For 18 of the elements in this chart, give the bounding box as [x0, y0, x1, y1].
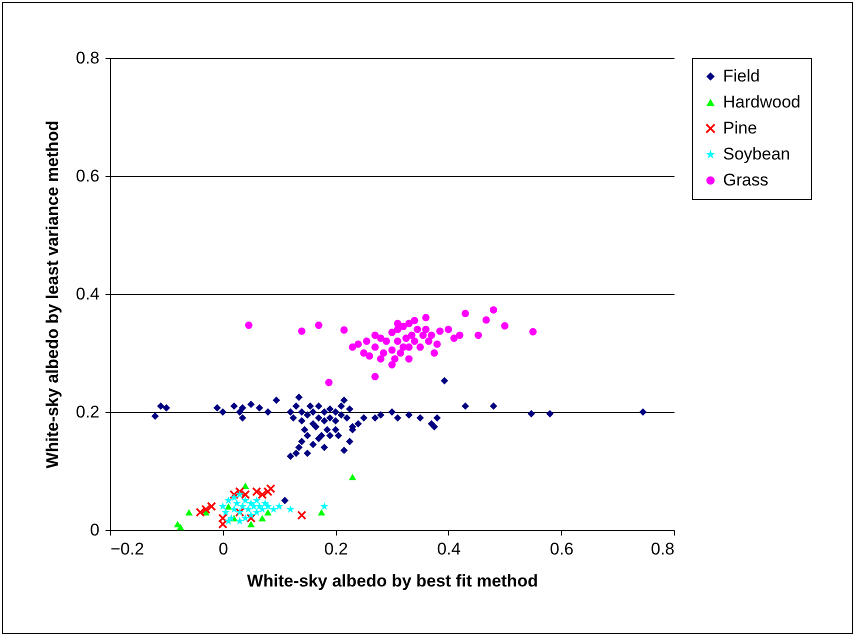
y-tick-label: 0.4: [76, 284, 100, 304]
legend-label: Field: [723, 66, 760, 86]
y-tick-label: 0.6: [76, 166, 100, 186]
legend-label: Grass: [723, 170, 768, 190]
x-tick-label: 0.8: [650, 540, 674, 558]
y-tick-label: 0.8: [76, 48, 100, 68]
y-tick-label: 0: [90, 520, 100, 540]
x-tick-label: 0.2: [324, 540, 348, 558]
y-axis-title: White-sky albedo by least variance method: [42, 120, 62, 468]
x-tick-label: 0: [218, 540, 228, 558]
legend-label: Hardwood: [723, 92, 800, 112]
x-tick-label: 0.4: [437, 540, 461, 558]
y-tick-label: 0.2: [76, 402, 100, 422]
x-tick-label: 0.6: [550, 540, 574, 558]
legend-label: Soybean: [723, 144, 790, 164]
x-axis-title: White-sky albedo by best fit method: [247, 572, 538, 590]
x-tick-label: −0.2: [110, 540, 144, 558]
legend-label: Pine: [723, 118, 758, 138]
